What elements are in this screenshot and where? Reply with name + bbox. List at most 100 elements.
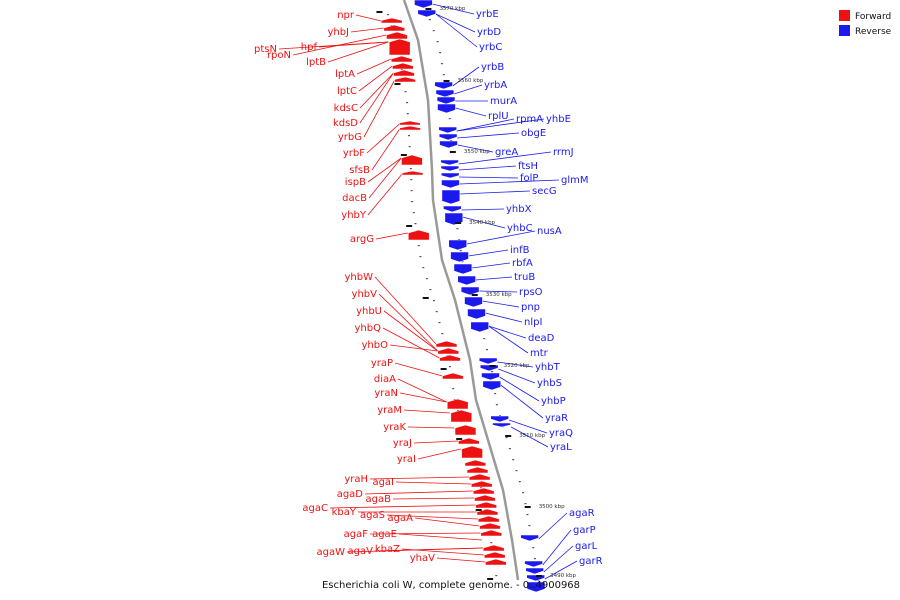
forward-gene-arrow [399, 120, 421, 126]
forward-leader-line [374, 547, 484, 552]
reverse-gene-label: yrbB [481, 62, 504, 73]
kbp-tick [400, 154, 407, 156]
reverse-gene-label: yhbC [507, 223, 533, 234]
reverse-gene-arrow [443, 205, 462, 213]
backbone-tick-left [438, 322, 441, 324]
forward-leader-line [369, 476, 470, 480]
forward-leader-line [367, 157, 402, 183]
kbp-tick [406, 225, 413, 227]
forward-gene-label: yraJ [393, 438, 412, 449]
kbp-tick [475, 509, 482, 511]
backbone-tick-right [537, 580, 540, 582]
reverse-leader-line [432, 3, 475, 15]
forward-gene-label: yraH [344, 474, 368, 485]
reverse-gene-arrow [453, 263, 473, 275]
forward-leader-line [358, 65, 393, 92]
reverse-leader-line [455, 107, 487, 117]
kbp-tick [443, 80, 450, 82]
forward-gene-label: yraM [377, 405, 402, 416]
reverse-leader-line [498, 368, 536, 384]
reverse-leader-line [482, 300, 520, 308]
backbone-tick-left [419, 256, 422, 258]
kbp-marker-label: 3540 kbp [469, 220, 495, 226]
forward-gene-label: agaW [317, 547, 346, 558]
reverse-gene-label: yraL [550, 442, 572, 453]
kbp-tick [376, 11, 383, 13]
forward-gene-arrow [442, 372, 464, 380]
forward-gene-label: yhbJ [327, 27, 349, 38]
forward-leader-line [359, 72, 394, 124]
kbp-tick [455, 222, 462, 224]
forward-gene-arrow [437, 347, 460, 355]
forward-leader-line [399, 392, 447, 403]
backbone-tick-left [406, 113, 409, 115]
kbp-marker-label: 3560 kbp [458, 78, 484, 84]
backbone-tick-right [526, 514, 529, 516]
backbone-tick-right [458, 239, 461, 241]
backbone-tick-left [414, 223, 417, 225]
forward-gene-label: agaE [372, 529, 397, 540]
forward-gene-label: agaA [388, 513, 414, 524]
forward-gene-arrow [464, 459, 487, 467]
backbone-tick-left [422, 267, 425, 269]
reverse-gene-label: rpmA [516, 114, 543, 125]
forward-gene-label: lptB [306, 57, 326, 68]
backbone-tick-right [512, 459, 515, 461]
kbp-tick [487, 578, 494, 580]
kbp-tick [449, 151, 456, 153]
reverse-gene-label: yhbS [537, 378, 562, 389]
forward-leader-line [401, 548, 485, 556]
forward-gene-label: lptA [335, 69, 355, 80]
forward-leader-line [371, 128, 400, 171]
kbp-marker-label: 3510 kbp [519, 433, 545, 439]
reverse-leader-line [462, 216, 506, 229]
kbp-marker-label: 3550 kbp [464, 149, 490, 155]
forward-leader-line [350, 27, 384, 33]
forward-leader-line [389, 344, 438, 352]
reverse-gene-label: yhbX [506, 204, 532, 215]
forward-leader-line [329, 504, 476, 509]
reverse-gene-label: yraQ [549, 428, 573, 439]
reverse-gene-label: rbfA [512, 258, 533, 269]
backbone-tick-left [448, 366, 451, 368]
reverse-leader-line [458, 165, 517, 171]
backbone-tick-left [435, 311, 438, 313]
reverse-gene-arrow [434, 81, 453, 90]
forward-leader-line [392, 497, 475, 500]
reverse-gene-label: pnp [521, 302, 540, 313]
backbone-tick-left [490, 542, 493, 544]
forward-gene-label: yhbW [345, 272, 374, 283]
kbp-tick [425, 8, 432, 10]
backbone-tick-left [406, 102, 409, 104]
forward-leader-line [382, 327, 440, 359]
reverse-gene-arrow [450, 251, 469, 263]
forward-gene-arrow [468, 473, 491, 481]
reverse-gene-label: yhbT [535, 362, 561, 373]
backbone-tick-left [408, 146, 411, 148]
backbone-tick-right [486, 349, 488, 351]
forward-gene-arrow [483, 551, 506, 559]
forward-leader-line [375, 232, 409, 240]
reverse-gene-label: yrbA [484, 80, 507, 91]
forward-leader-line [367, 173, 403, 216]
reverse-gene-label: secG [532, 186, 557, 197]
kbp-marker-label: 3570 kbp [439, 6, 465, 12]
reverse-gene-label: yrbD [477, 27, 501, 38]
forward-leader-line [398, 533, 483, 541]
forward-gene-arrow [480, 529, 503, 537]
kbp-tick [471, 294, 478, 296]
reverse-leader-line [485, 312, 523, 323]
forward-leader-line [407, 426, 455, 429]
forward-gene-label: kbaY [332, 507, 357, 518]
forward-gene-arrow [401, 170, 424, 176]
forward-leader-line [417, 448, 461, 460]
forward-leader-line [368, 157, 402, 199]
backbone-tick-right [508, 448, 511, 450]
forward-gene-arrow [476, 508, 499, 516]
reverse-gene-arrow [467, 308, 486, 320]
forward-gene-label: kdsC [334, 103, 358, 114]
reverse-gene-label: murA [490, 96, 517, 107]
forward-leader-line [374, 276, 437, 345]
backbone-tick-left [386, 14, 389, 16]
